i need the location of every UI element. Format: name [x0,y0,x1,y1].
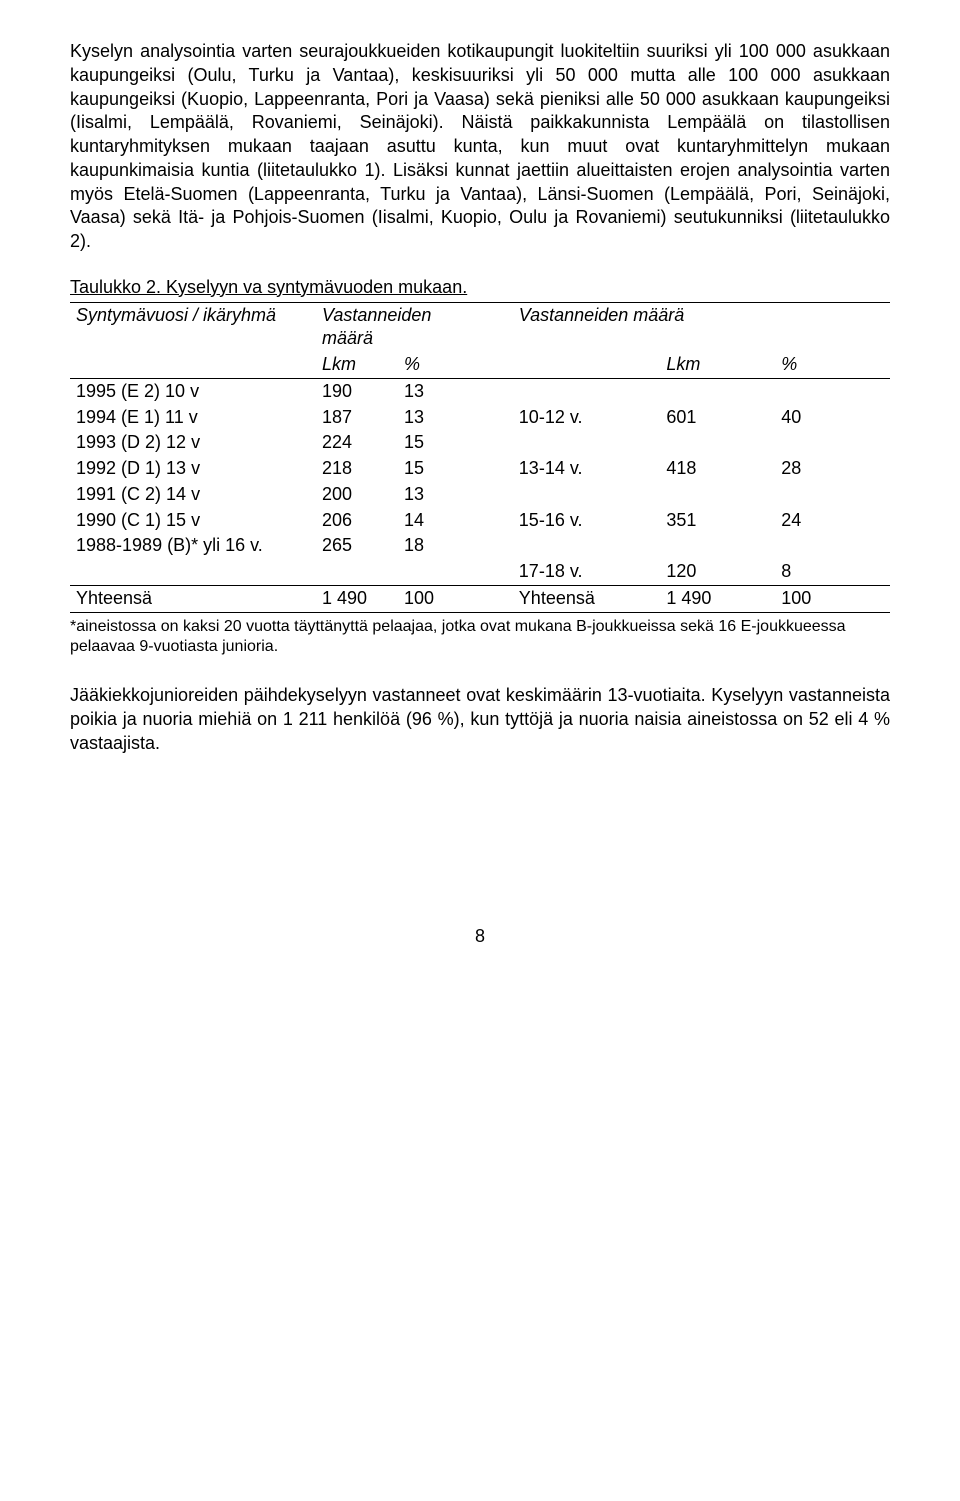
table-cell: 218 [316,456,398,482]
table-cell: 15-16 v. [513,508,661,534]
table-cell: 13-14 v. [513,456,661,482]
table-cell: 601 [660,405,775,431]
page-number: 8 [70,925,890,949]
total-label-left: Yhteensä [70,585,316,612]
table-cell: 1990 (C 1) 15 v [70,508,316,534]
total-lkm-right: 1 490 [660,585,775,612]
table-cell: 1994 (E 1) 11 v [70,405,316,431]
col-header-group-right: Vastanneiden määrä [513,302,890,352]
col-pct-left: % [398,352,480,378]
data-table: Syntymävuosi / ikäryhmä Vastanneiden mää… [70,302,890,613]
table-cell: 40 [775,405,890,431]
total-label-right: Yhteensä [513,585,661,612]
table-caption: Taulukko 2. Kyselyyn va syntymävuoden mu… [70,276,890,300]
table-cell: 15 [398,456,480,482]
table-cell: 1995 (E 2) 10 v [70,378,316,404]
table-cell: 190 [316,378,398,404]
table-cell: 15 [398,430,480,456]
table-cell: 24 [775,508,890,534]
table-cell: 351 [660,508,775,534]
table-cell: 13 [398,482,480,508]
table-cell: 10-12 v. [513,405,661,431]
table-cell: 187 [316,405,398,431]
table-cell: 1988-1989 (B)* yli 16 v. [70,533,316,559]
table-cell: 8 [775,559,890,585]
table-cell: 224 [316,430,398,456]
table-cell: 13 [398,405,480,431]
table-cell: 1992 (D 1) 13 v [70,456,316,482]
table-cell: 418 [660,456,775,482]
total-pct-left: 100 [398,585,480,612]
total-pct-right: 100 [775,585,890,612]
table-cell: 206 [316,508,398,534]
col-header-group-left: Syntymävuosi / ikäryhmä [70,302,316,378]
col-lkm-left: Lkm [316,352,398,378]
table-cell: 17-18 v. [513,559,661,585]
col-lkm-right: Lkm [660,352,775,378]
table-cell: 1991 (C 2) 14 v [70,482,316,508]
closing-paragraph: Jääkiekkojunioreiden päihdekyselyyn vast… [70,684,890,755]
col-header-group-mid: Vastanneiden määrä [316,302,480,352]
total-lkm-left: 1 490 [316,585,398,612]
table-cell: 28 [775,456,890,482]
table-cell: 18 [398,533,480,559]
table-cell: 120 [660,559,775,585]
table-cell: 200 [316,482,398,508]
col-pct-right: % [775,352,890,378]
table-footnote: *aineistossa on kaksi 20 vuotta täyttäny… [70,617,890,659]
table-cell: 13 [398,378,480,404]
table-cell: 1993 (D 2) 12 v [70,430,316,456]
intro-paragraph: Kyselyn analysointia varten seurajoukkue… [70,40,890,254]
table-cell: 265 [316,533,398,559]
table-cell: 14 [398,508,480,534]
